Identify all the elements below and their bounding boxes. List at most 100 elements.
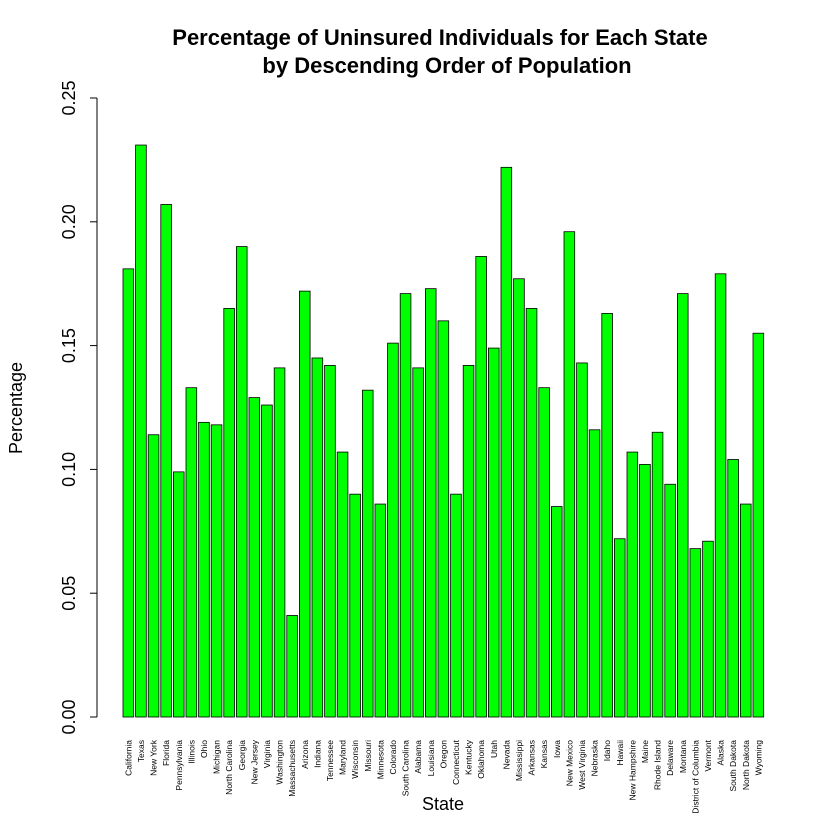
bar bbox=[273, 367, 286, 718]
x-tick-label: Pennsylvania bbox=[174, 740, 184, 791]
x-tick-label: Arkansas bbox=[527, 740, 537, 775]
x-tick-label: Rhode Island bbox=[653, 740, 663, 790]
x-tick-label: Massachusetts bbox=[287, 740, 297, 797]
x-tick-label: Iowa bbox=[552, 740, 562, 758]
bar bbox=[223, 308, 235, 718]
x-tick-label: Kansas bbox=[539, 740, 549, 768]
x-tick-label: Kentucky bbox=[464, 739, 474, 775]
x-tick-label: Washington bbox=[275, 740, 285, 785]
x-tick-label: Illinois bbox=[186, 740, 196, 764]
bar bbox=[513, 278, 525, 718]
bar bbox=[412, 367, 424, 718]
bar bbox=[235, 246, 248, 718]
bar bbox=[677, 293, 689, 718]
bar bbox=[387, 342, 399, 718]
x-tick-label: Nebraska bbox=[590, 740, 600, 777]
x-tick-label: District of Columbia bbox=[690, 740, 700, 814]
x-tick-label: Oklahoma bbox=[476, 740, 486, 779]
bar bbox=[752, 332, 765, 718]
x-tick-label: Minnesota bbox=[375, 740, 385, 779]
bar bbox=[424, 288, 437, 718]
bar bbox=[185, 387, 198, 718]
bar bbox=[135, 144, 147, 718]
bar bbox=[286, 615, 298, 718]
x-tick-label: California bbox=[123, 740, 133, 776]
x-tick-label: West Virginia bbox=[577, 740, 587, 790]
x-tick-label: Wyoming bbox=[753, 740, 763, 776]
chart-title: Percentage of Uninsured Individuals for … bbox=[172, 25, 707, 50]
bar bbox=[588, 429, 601, 718]
bar bbox=[311, 357, 324, 718]
x-tick-label: Connecticut bbox=[451, 739, 461, 785]
x-axis-label: State bbox=[422, 794, 464, 814]
bar bbox=[702, 540, 714, 718]
bar bbox=[198, 421, 210, 718]
bar bbox=[727, 459, 739, 718]
x-tick-label: Alabama bbox=[413, 740, 423, 774]
bar bbox=[626, 451, 639, 718]
bar bbox=[172, 471, 185, 718]
x-tick-label: Michigan bbox=[212, 740, 222, 774]
x-tick-label: Utah bbox=[489, 740, 499, 758]
x-tick-label: Vermont bbox=[703, 739, 713, 771]
x-tick-label: South Carolina bbox=[401, 740, 411, 797]
bar bbox=[551, 506, 563, 718]
x-tick-label: South Dakota bbox=[728, 740, 738, 792]
x-tick-label: New Mexico bbox=[564, 740, 574, 787]
x-tick-label: North Dakota bbox=[741, 740, 751, 790]
bar bbox=[399, 293, 412, 718]
bar bbox=[651, 431, 664, 718]
x-tick-label: Wisconsin bbox=[350, 740, 360, 779]
x-tick-label: Maine bbox=[640, 740, 650, 763]
chart-subtitle: by Descending Order of Population bbox=[262, 53, 631, 78]
x-tick-label: Missouri bbox=[363, 740, 373, 772]
x-tick-label: New Jersey bbox=[249, 739, 259, 784]
bar bbox=[639, 464, 651, 718]
x-tick-label: Mississippi bbox=[514, 740, 524, 781]
bar bbox=[689, 548, 702, 718]
bar bbox=[475, 256, 487, 718]
x-tick-label: Oregon bbox=[438, 740, 448, 769]
bar bbox=[349, 493, 361, 718]
bar bbox=[563, 231, 576, 718]
x-tick-label: Arizona bbox=[300, 740, 310, 769]
x-tick-label: Hawaii bbox=[615, 740, 625, 766]
bar bbox=[601, 313, 613, 718]
y-axis: 0.00 0.05 0.10 0.15 0.20 0.25 bbox=[59, 80, 98, 735]
bars-group bbox=[122, 144, 765, 718]
x-tick-label: North Carolina bbox=[224, 740, 234, 795]
x-tick-label: Idaho bbox=[602, 740, 612, 762]
bar bbox=[210, 424, 223, 718]
x-tick-label: Virginia bbox=[262, 740, 272, 768]
bar bbox=[714, 273, 727, 718]
bar bbox=[576, 362, 588, 718]
y-tick-label: 0.20 bbox=[59, 204, 79, 239]
y-tick-label: 0.05 bbox=[59, 576, 79, 611]
bar bbox=[160, 204, 172, 718]
x-tick-label: Maryland bbox=[338, 740, 348, 775]
bar bbox=[361, 389, 374, 718]
bar bbox=[374, 503, 387, 718]
bar bbox=[740, 503, 752, 718]
y-axis-label: Percentage bbox=[6, 362, 26, 454]
x-tick-label: Louisiana bbox=[426, 740, 436, 777]
x-tick-label: New Hampshire bbox=[627, 740, 637, 801]
bar bbox=[261, 404, 273, 718]
bar bbox=[248, 397, 261, 718]
bar bbox=[525, 308, 538, 718]
x-tick-label: Delaware bbox=[665, 740, 675, 776]
y-tick-label: 0.10 bbox=[59, 452, 79, 487]
x-tick-label: New York bbox=[149, 739, 159, 776]
y-tick-label: 0.25 bbox=[59, 80, 79, 115]
bar bbox=[336, 451, 349, 718]
bar bbox=[538, 387, 550, 718]
x-tick-label: Alaska bbox=[716, 740, 726, 766]
bar bbox=[437, 320, 450, 718]
x-tick-label: Georgia bbox=[237, 740, 247, 771]
x-tick-label: Nevada bbox=[501, 740, 511, 770]
x-tick-labels: California Texas New York Florida Pennsylvan… bbox=[123, 739, 763, 813]
bar bbox=[462, 365, 475, 718]
x-tick-label: Colorado bbox=[388, 740, 398, 775]
x-tick-label: Montana bbox=[678, 740, 688, 773]
